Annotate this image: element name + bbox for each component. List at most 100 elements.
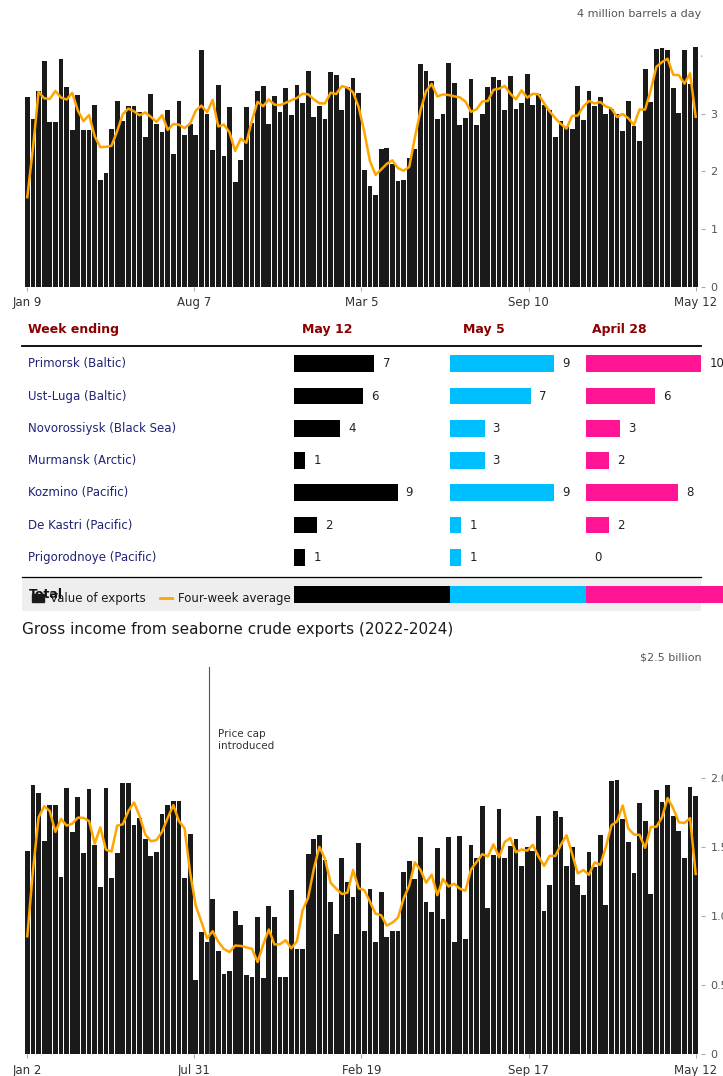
Text: 3: 3 [492,422,500,435]
Bar [132,107,137,286]
Bar [463,118,468,286]
Bar [659,803,664,1054]
Bar [508,76,513,286]
Bar [322,861,328,1054]
Bar [154,852,159,1054]
Bar [261,978,265,1054]
Bar [334,74,338,286]
Bar [615,114,620,286]
Text: 7: 7 [382,357,390,370]
Bar [643,69,648,286]
Text: 1: 1 [313,454,321,467]
Bar [239,925,243,1054]
Bar [688,84,693,286]
Bar [424,902,429,1054]
Bar [586,91,591,286]
Bar [491,854,496,1054]
Bar [536,94,541,286]
Bar [93,846,97,1054]
Bar [137,819,142,1054]
Bar [334,934,338,1054]
Bar [171,154,176,286]
Bar [440,114,445,286]
Bar [87,789,92,1054]
Bar [519,103,524,286]
Bar [536,817,541,1054]
Bar [586,452,609,469]
Text: De Kastri (Pacific): De Kastri (Pacific) [28,519,133,532]
Bar [300,103,305,286]
Bar [581,895,586,1054]
Bar [469,80,474,286]
Bar [525,73,529,286]
Bar [598,97,602,286]
Bar [345,87,350,286]
Bar [637,141,642,286]
Bar [385,937,389,1054]
Text: 1: 1 [469,551,477,564]
Bar [491,77,496,286]
Bar [367,186,372,286]
Text: 2: 2 [325,519,333,532]
Bar [36,91,41,286]
Bar [160,813,165,1054]
Bar [693,796,698,1054]
Bar [30,118,35,286]
Bar [166,805,170,1054]
Text: 7: 7 [539,390,547,402]
Bar [429,912,434,1054]
Bar [649,101,653,286]
Bar [103,788,108,1054]
Bar [450,387,531,405]
Bar [429,81,434,286]
Bar [401,180,406,286]
Bar [267,906,271,1054]
Text: 6: 6 [371,390,379,402]
Bar [654,48,659,286]
Bar [261,86,265,286]
Bar [98,180,103,286]
Bar [450,585,668,604]
Bar [474,858,479,1054]
Bar [272,96,277,286]
Bar [586,420,620,437]
Bar [294,387,363,405]
Bar [70,130,74,286]
Bar [631,874,636,1054]
Bar [570,128,575,286]
Bar [294,585,492,604]
Bar [693,47,698,286]
Bar [171,801,176,1054]
Bar [458,836,462,1054]
Bar [199,932,204,1054]
Bar [553,811,557,1054]
Bar [22,577,701,610]
Bar [412,148,417,286]
Bar [542,911,547,1054]
Bar [340,858,344,1054]
Text: Novorossiysk (Black Sea): Novorossiysk (Black Sea) [28,422,176,435]
Text: 1: 1 [469,519,477,532]
Bar [463,939,468,1054]
Bar [53,122,58,286]
Text: Total: Total [28,587,62,600]
Bar [558,818,563,1054]
Bar [485,87,490,286]
Bar [221,156,226,286]
Bar [362,932,367,1054]
Text: Prigorodnoye (Pacific): Prigorodnoye (Pacific) [28,551,157,564]
Bar [446,63,451,286]
Bar [194,134,198,286]
Bar [272,917,277,1054]
Bar [356,94,361,286]
Bar [98,887,103,1054]
Bar [216,951,221,1054]
Bar [671,816,675,1054]
Bar [25,97,30,286]
Bar [379,892,383,1054]
Bar [294,85,299,286]
Bar [458,125,462,286]
Bar [283,977,288,1054]
Text: May 5: May 5 [463,324,505,337]
Bar [480,114,484,286]
